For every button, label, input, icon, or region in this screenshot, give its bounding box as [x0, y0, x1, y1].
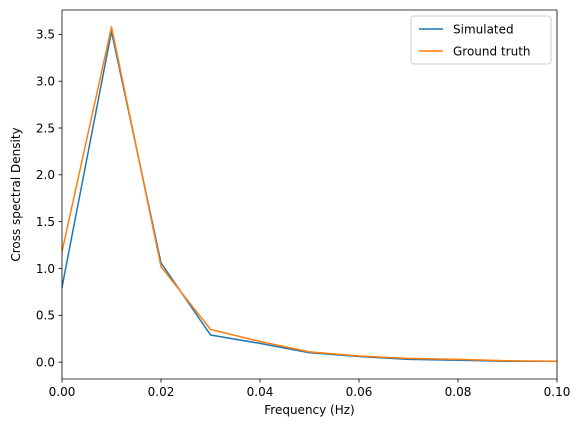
y-tick-label: 3.0 [36, 74, 55, 88]
x-tick-label: 0.00 [49, 385, 76, 399]
y-tick-label: 3.5 [36, 28, 55, 42]
x-axis-label: Frequency (Hz) [264, 403, 355, 417]
x-tick-label: 0.04 [247, 385, 274, 399]
axes-spines [61, 9, 558, 380]
y-tick-label: 1.5 [36, 215, 55, 229]
legend-frame [410, 15, 552, 65]
x-tick-label: 0.10 [544, 385, 571, 399]
series-layer [62, 26, 557, 362]
x-tick-label: 0.02 [148, 385, 175, 399]
legend-items: Simulated Ground truth [419, 22, 531, 58]
y-axis-label: Cross spectral Density [9, 127, 23, 261]
x-axis-ticks: 0.00 0.02 0.04 0.06 0.08 0.10 [49, 379, 571, 399]
legend-label: Simulated [453, 22, 514, 36]
y-tick-label: 2.0 [36, 168, 55, 182]
plot-area [62, 10, 557, 379]
x-tick-label: 0.08 [445, 385, 472, 399]
legend: Simulated Ground truth [410, 15, 552, 65]
y-tick-label: 1.0 [36, 262, 55, 276]
legend-label: Ground truth [453, 44, 531, 58]
y-tick-label: 0.5 [36, 309, 55, 323]
y-axis-ticks: 0.0 0.5 1.0 1.5 2.0 2.5 3.0 3.5 [36, 28, 62, 369]
y-tick-label: 0.0 [36, 355, 55, 369]
series-line-ground-truth [62, 26, 557, 362]
y-tick-label: 2.5 [36, 121, 55, 135]
x-tick-label: 0.06 [346, 385, 373, 399]
